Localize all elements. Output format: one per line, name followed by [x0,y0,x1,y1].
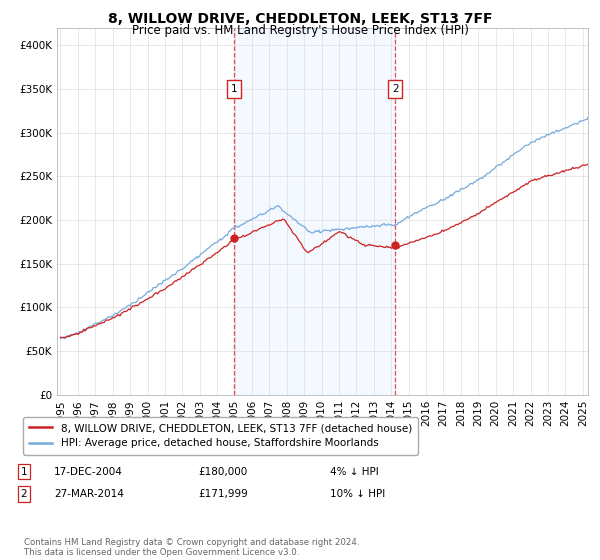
Text: 2: 2 [392,84,399,94]
Text: 10% ↓ HPI: 10% ↓ HPI [330,489,385,499]
Text: £180,000: £180,000 [198,466,247,477]
Text: 4% ↓ HPI: 4% ↓ HPI [330,466,379,477]
Text: 1: 1 [230,84,237,94]
Text: £171,999: £171,999 [198,489,248,499]
Legend: 8, WILLOW DRIVE, CHEDDLETON, LEEK, ST13 7FF (detached house), HPI: Average price: 8, WILLOW DRIVE, CHEDDLETON, LEEK, ST13 … [23,417,418,455]
Text: 17-DEC-2004: 17-DEC-2004 [54,466,123,477]
Text: Contains HM Land Registry data © Crown copyright and database right 2024.
This d: Contains HM Land Registry data © Crown c… [24,538,359,557]
Text: 27-MAR-2014: 27-MAR-2014 [54,489,124,499]
Text: 2: 2 [20,489,28,499]
Text: 1: 1 [20,466,28,477]
Text: Price paid vs. HM Land Registry's House Price Index (HPI): Price paid vs. HM Land Registry's House … [131,24,469,37]
Text: 8, WILLOW DRIVE, CHEDDLETON, LEEK, ST13 7FF: 8, WILLOW DRIVE, CHEDDLETON, LEEK, ST13 … [108,12,492,26]
Bar [234,28,395,395]
